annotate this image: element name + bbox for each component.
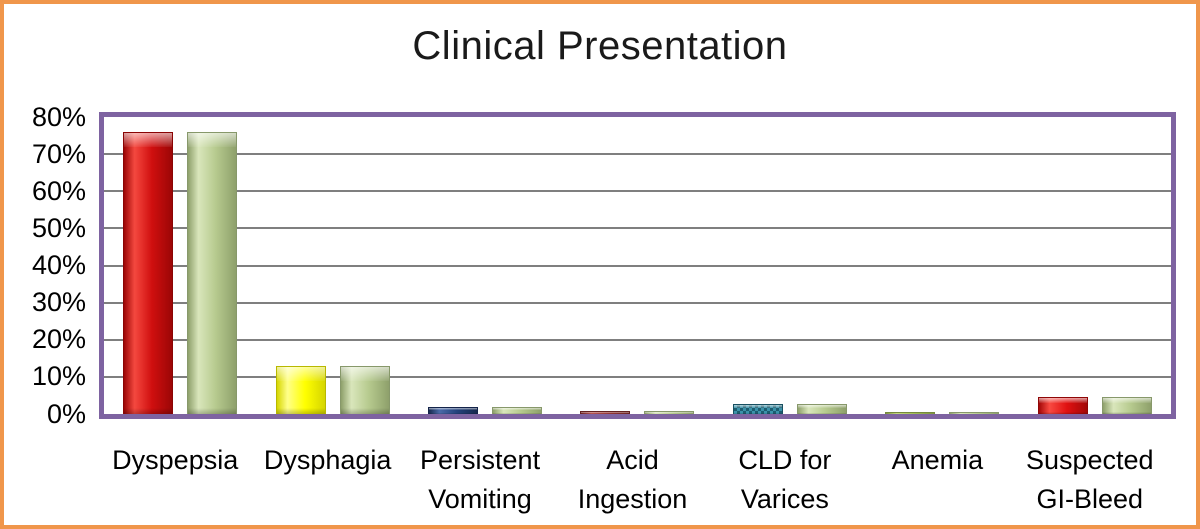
bar-series-2-acid-ingestion [644, 411, 695, 414]
bar-series-1-anemia [885, 411, 936, 415]
x-tick-label-line: CLD for [738, 445, 832, 475]
x-tick-label-anemia: Anemia [861, 441, 1013, 480]
bar-series-2-anemia [949, 411, 1000, 415]
x-tick-label-line: Varices [740, 484, 829, 514]
bar-series-2-suspected-gi-bleed [1101, 397, 1152, 414]
x-tick-label-line: Dyspepsia [112, 445, 239, 475]
gridline-30 [104, 301, 1171, 304]
bar-group-persistent-vomiting [409, 117, 561, 414]
x-tick-label-line: Acid [606, 445, 659, 475]
bar-group-acid-ingestion [561, 117, 713, 414]
bar-group-dysphagia [256, 117, 408, 415]
chart-title: Clinical Presentation [412, 24, 788, 68]
y-tick-label-30pct: 30% [31, 287, 86, 318]
bar-series-2-dyspepsia [187, 131, 238, 415]
gridline-40 [104, 264, 1171, 267]
bar-group-cld-for-varices [714, 117, 866, 414]
plot-area [99, 112, 1176, 419]
y-tick-label-80pct: 80% [31, 101, 86, 132]
bar-group-anemia [866, 117, 1018, 415]
x-tick-label-cld-for-varices: CLD for Varices [709, 441, 861, 519]
x-tick-label-line: Persistent [420, 445, 541, 475]
bar-series-2-dysphagia [339, 365, 390, 415]
y-tick-label-60pct: 60% [31, 175, 86, 206]
x-tick-label-line: Suspected [1025, 445, 1154, 475]
y-tick-label-10pct: 10% [31, 361, 86, 392]
x-tick-label-line: Anemia [891, 445, 984, 475]
x-tick-label-dysphagia: Dysphagia [251, 441, 403, 480]
gridline-20 [104, 338, 1171, 341]
x-tick-label-line: Vomiting [428, 484, 532, 514]
x-tick-label-suspected-gi-bleed: Suspected GI-Bleed [1014, 441, 1166, 519]
bar-series-1-suspected-gi-bleed [1037, 397, 1088, 414]
y-tick-label-50pct: 50% [31, 212, 86, 243]
bar-series-1-persistent-vomiting [428, 407, 479, 414]
y-tick-label-20pct: 20% [31, 324, 86, 355]
bar-series-1-cld-for-varices [732, 404, 783, 414]
bar-series-1-dysphagia [275, 365, 326, 415]
x-tick-label-persistent-vomiting: Persistent Vomiting [404, 441, 556, 519]
x-tick-label-line: Dysphagia [263, 445, 392, 475]
gridline-70 [104, 153, 1171, 156]
y-tick-label-40pct: 40% [31, 250, 86, 280]
x-tick-label-dyspepsia: Dyspepsia [99, 441, 251, 480]
bar-series-1-dyspepsia [123, 131, 174, 415]
gridline-60 [104, 190, 1171, 193]
gridline-50 [104, 227, 1171, 230]
y-tick-label-70pct: 70% [31, 138, 86, 169]
bar-series-1-acid-ingestion [580, 411, 631, 414]
x-tick-label-acid-ingestion: Acid Ingestion [556, 441, 708, 519]
bar-group-suspected-gi-bleed [1019, 117, 1171, 414]
y-tick-label-0pct: 0% [46, 398, 86, 429]
bar-series-2-cld-for-varices [796, 404, 847, 414]
x-tick-label-line: GI-Bleed [1036, 484, 1144, 514]
bar-group-dyspepsia [104, 117, 256, 415]
x-tick-label-line: Ingestion [577, 484, 688, 514]
bar-series-2-persistent-vomiting [492, 407, 543, 414]
gridline-10 [104, 375, 1171, 378]
